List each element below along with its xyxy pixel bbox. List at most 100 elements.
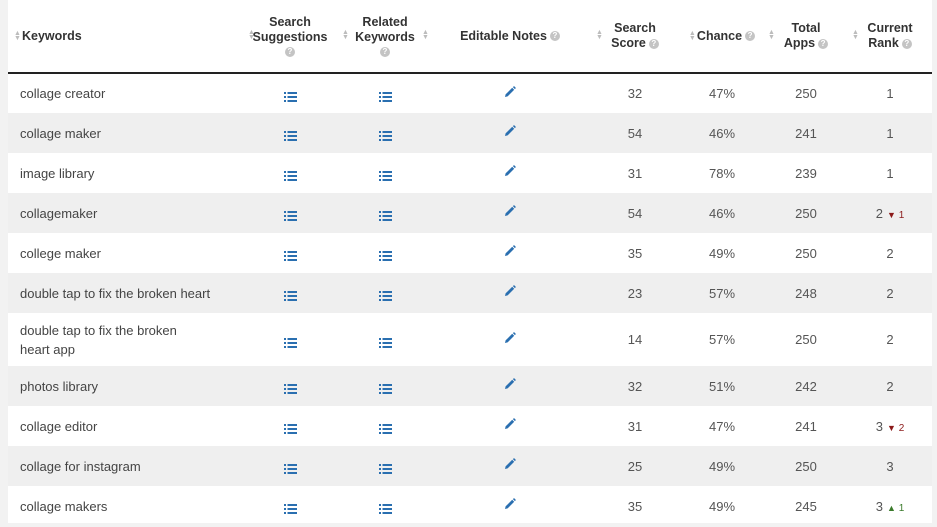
col-header-search-score[interactable]: ▲ ▼ Search Score? (590, 0, 680, 74)
list-icon[interactable] (378, 289, 392, 302)
rank-value: 2 (886, 245, 894, 261)
search-score-cell: 14 (627, 332, 643, 347)
question-circle-icon[interactable]: ? (901, 38, 912, 49)
col-header-label: Suggestions (252, 30, 328, 44)
col-header-search-suggestions[interactable]: ▲ ▼ Search Suggestions ? (240, 0, 340, 74)
list-icon[interactable] (283, 502, 297, 515)
pencil-icon[interactable] (504, 205, 516, 217)
col-header-keywords[interactable]: ▲ ▼ Keywords (8, 0, 240, 74)
sort-arrows-icon[interactable]: ▲ ▼ (248, 29, 255, 41)
editable-notes-cell (430, 313, 590, 366)
chance-cell: 46% (708, 205, 736, 221)
rank-change: ▼ 1 (887, 210, 904, 221)
pencil-icon[interactable] (504, 165, 516, 177)
pencil-icon[interactable] (504, 85, 516, 98)
question-circle-icon[interactable]: ? (380, 47, 390, 57)
search-score-cell: 35 (627, 498, 643, 514)
list-icon[interactable] (378, 502, 392, 515)
sort-arrows-icon[interactable]: ▲ ▼ (596, 29, 603, 41)
table-row: double tap to fix the broken heart 23 57% 2… (8, 273, 932, 313)
list-icon[interactable] (378, 462, 392, 475)
col-header-chance[interactable]: ▲ ▼ Chance? (680, 0, 764, 74)
list-icon[interactable] (283, 90, 297, 102)
search-score-cell: 54 (627, 125, 643, 141)
list-icon[interactable] (378, 209, 392, 222)
list-icon[interactable] (378, 249, 392, 262)
current-rank-cell: 3 ▲ 1 (848, 486, 932, 526)
list-icon[interactable] (378, 169, 392, 182)
list-icon[interactable] (378, 90, 392, 102)
sort-arrows-icon[interactable]: ▲ ▼ (422, 29, 429, 41)
chance-cell: 47% (708, 86, 736, 101)
question-circle-icon[interactable]: ? (648, 38, 659, 49)
col-header-editable-notes: Editable Notes? (430, 0, 590, 74)
col-header-label: Search (269, 15, 311, 29)
col-header-label: Search (614, 21, 656, 35)
current-rank-cell: 2 (848, 313, 932, 366)
table-row: collage creator 32 47% 250 1 (8, 73, 932, 113)
pencil-icon[interactable] (504, 331, 516, 344)
list-icon[interactable] (283, 336, 297, 348)
editable-notes-cell (430, 113, 590, 153)
sort-arrows-icon[interactable]: ▲ ▼ (852, 29, 859, 41)
col-header-label: Editable Notes (460, 28, 547, 43)
total-apps-cell: 250 (795, 205, 817, 221)
list-icon[interactable] (283, 382, 297, 395)
search-score-cell: 32 (627, 86, 643, 101)
list-icon[interactable] (283, 249, 297, 262)
col-header-current-rank[interactable]: ▲ ▼ Current Rank? (848, 0, 932, 74)
editable-notes-cell (430, 486, 590, 526)
list-icon[interactable] (283, 289, 297, 302)
keyword-cell: image library (20, 165, 95, 181)
list-icon[interactable] (283, 462, 297, 475)
table-row: collage for instagram 25 49% 250 3 (8, 446, 932, 486)
sort-arrows-icon[interactable]: ▲ ▼ (768, 29, 775, 41)
question-circle-icon[interactable]: ? (285, 47, 295, 57)
sort-arrows-icon[interactable]: ▲ ▼ (14, 30, 21, 43)
rank-down-arrow-icon: ▼ (886, 422, 896, 433)
list-icon[interactable] (378, 336, 392, 348)
pencil-icon[interactable] (504, 418, 516, 430)
pencil-icon[interactable] (504, 245, 516, 257)
rank-down-arrow-icon: ▼ (886, 209, 896, 220)
table-row: college maker 35 49% 250 2 (8, 233, 932, 273)
table-row: photos library 32 51% 242 2 (8, 366, 932, 406)
list-icon[interactable] (283, 209, 297, 222)
pencil-icon[interactable] (504, 498, 516, 510)
list-icon[interactable] (378, 129, 392, 142)
question-circle-icon[interactable]: ? (745, 31, 756, 42)
col-header-label: Related (362, 15, 408, 29)
sort-arrows-icon[interactable]: ▲ ▼ (688, 30, 696, 43)
search-suggestions-cell (240, 153, 340, 193)
editable-notes-cell (430, 406, 590, 446)
list-icon[interactable] (283, 169, 297, 182)
chance-cell: 49% (708, 458, 736, 474)
related-keywords-cell (340, 153, 430, 193)
col-header-related-keywords[interactable]: ▲ ▼ Related Keywords ? ▲ ▼ (340, 0, 430, 74)
pencil-icon[interactable] (504, 378, 516, 390)
rank-value: 2 (886, 332, 894, 347)
col-header-label: Keywords (355, 30, 415, 44)
col-header-total-apps[interactable]: ▲ ▼ Total Apps? (764, 0, 848, 74)
sort-arrows-icon[interactable]: ▲ ▼ (342, 29, 349, 41)
search-suggestions-cell (240, 193, 340, 233)
editable-notes-cell (430, 153, 590, 193)
chance-cell: 78% (708, 165, 736, 181)
editable-notes-cell (430, 446, 590, 486)
current-rank-cell: 2 ▼ 1 (848, 193, 932, 233)
pencil-icon[interactable] (504, 285, 516, 297)
table-body: collage creator 32 47% 250 1 collage maker 54 4… (8, 73, 932, 526)
list-icon[interactable] (283, 129, 297, 142)
related-keywords-cell (340, 73, 430, 113)
question-circle-icon[interactable]: ? (818, 38, 829, 49)
pencil-icon[interactable] (504, 458, 516, 470)
list-icon[interactable] (378, 422, 392, 435)
pencil-icon[interactable] (504, 125, 516, 137)
keyword-cell: collage creator (20, 86, 106, 101)
list-icon[interactable] (378, 382, 392, 395)
col-header-label: Keywords (22, 28, 82, 43)
keyword-cell: collage for instagram (20, 458, 141, 474)
chance-cell: 57% (708, 332, 736, 347)
question-circle-icon[interactable]: ? (549, 31, 560, 42)
list-icon[interactable] (283, 422, 297, 435)
